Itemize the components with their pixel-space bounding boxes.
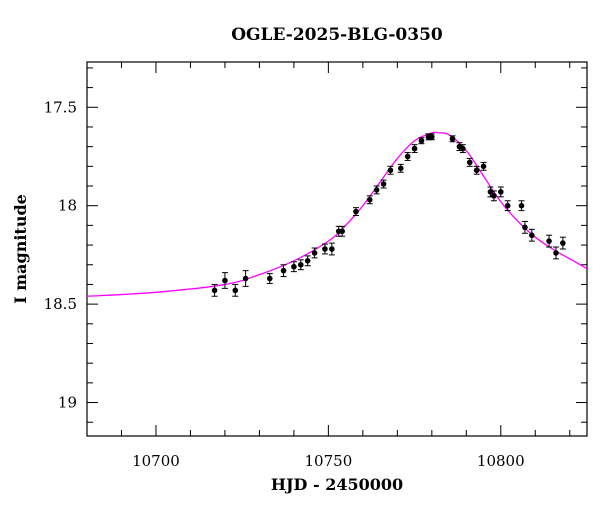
data-point (366, 195, 373, 205)
data-point (428, 133, 435, 141)
data-point (559, 236, 566, 250)
data-point (232, 283, 239, 297)
point-marker (222, 277, 228, 284)
data-point (397, 163, 404, 173)
data-point (521, 220, 528, 234)
point-marker (404, 153, 411, 160)
point-marker (232, 287, 239, 294)
data-point (339, 225, 346, 237)
y-tick-label: 17.5 (44, 98, 77, 116)
point-marker (304, 258, 311, 264)
data-point (480, 161, 487, 171)
data-point (387, 165, 394, 175)
point-marker (280, 267, 287, 274)
data-point (411, 144, 418, 154)
point-marker (297, 261, 304, 268)
data-point (321, 243, 328, 255)
point-marker (397, 165, 404, 172)
data-point (497, 186, 504, 198)
point-marker (504, 202, 511, 209)
point-marker (353, 208, 359, 215)
point-marker (380, 181, 387, 187)
data-point (473, 165, 480, 175)
point-marker (411, 145, 418, 152)
data-point (380, 179, 387, 189)
y-tick-label: 19 (58, 394, 77, 412)
data-point (311, 247, 318, 259)
point-marker (211, 287, 218, 294)
x-tick-label: 10700 (132, 452, 180, 470)
x-tick-label: 10800 (477, 452, 525, 470)
point-marker (518, 202, 525, 209)
data-point (211, 283, 218, 297)
point-marker (311, 250, 318, 256)
data-point (297, 259, 304, 271)
data-point (352, 207, 359, 217)
y-tick-label: 18.5 (44, 295, 77, 313)
x-axis-label: HJD - 2450000 (271, 475, 403, 494)
data-points (211, 133, 566, 297)
point-marker (546, 238, 552, 244)
data-point (404, 152, 411, 161)
data-point (373, 185, 380, 195)
data-point (459, 144, 466, 154)
plot-area (87, 131, 587, 297)
point-marker (242, 275, 249, 282)
y-tick-labels: 17.5 18 18.5 19 (44, 98, 77, 411)
point-marker (466, 159, 473, 166)
data-point (518, 200, 525, 212)
data-point (280, 264, 287, 278)
point-marker (339, 228, 345, 235)
axis-ticks (86, 62, 587, 436)
y-axis-label: I magnitude (11, 194, 30, 304)
x-tick-label: 10750 (305, 452, 353, 470)
data-point (242, 270, 249, 287)
point-marker (373, 187, 380, 193)
chart-title: OGLE-2025-BLG-0350 (231, 25, 443, 45)
y-tick-label: 18 (58, 197, 77, 215)
point-marker (449, 135, 456, 142)
data-point (466, 157, 473, 167)
point-marker (418, 137, 425, 144)
point-marker (322, 246, 328, 252)
data-point (552, 246, 559, 260)
data-point (449, 135, 456, 143)
point-marker (266, 275, 273, 282)
point-marker (329, 246, 335, 252)
point-marker (522, 224, 528, 231)
point-marker (529, 232, 535, 239)
data-point (490, 190, 497, 202)
point-marker (497, 189, 504, 195)
data-point (418, 137, 425, 145)
plot-frame (86, 61, 588, 437)
point-marker (291, 263, 297, 270)
point-marker (460, 145, 466, 152)
data-point (266, 273, 273, 284)
point-marker (473, 167, 480, 174)
data-point (528, 228, 535, 242)
data-point (504, 200, 511, 212)
x-tick-labels: 10700 10750 10800 (132, 452, 525, 470)
point-marker (429, 134, 435, 140)
point-marker (553, 250, 559, 256)
model-curve (87, 131, 587, 297)
data-point (221, 272, 228, 289)
data-point (546, 234, 553, 248)
data-point (304, 255, 311, 267)
point-marker (560, 240, 566, 246)
point-marker (480, 163, 487, 170)
data-point (328, 242, 335, 256)
data-point (290, 261, 297, 273)
point-marker (366, 196, 373, 203)
point-marker (387, 167, 394, 174)
point-marker (491, 193, 497, 199)
